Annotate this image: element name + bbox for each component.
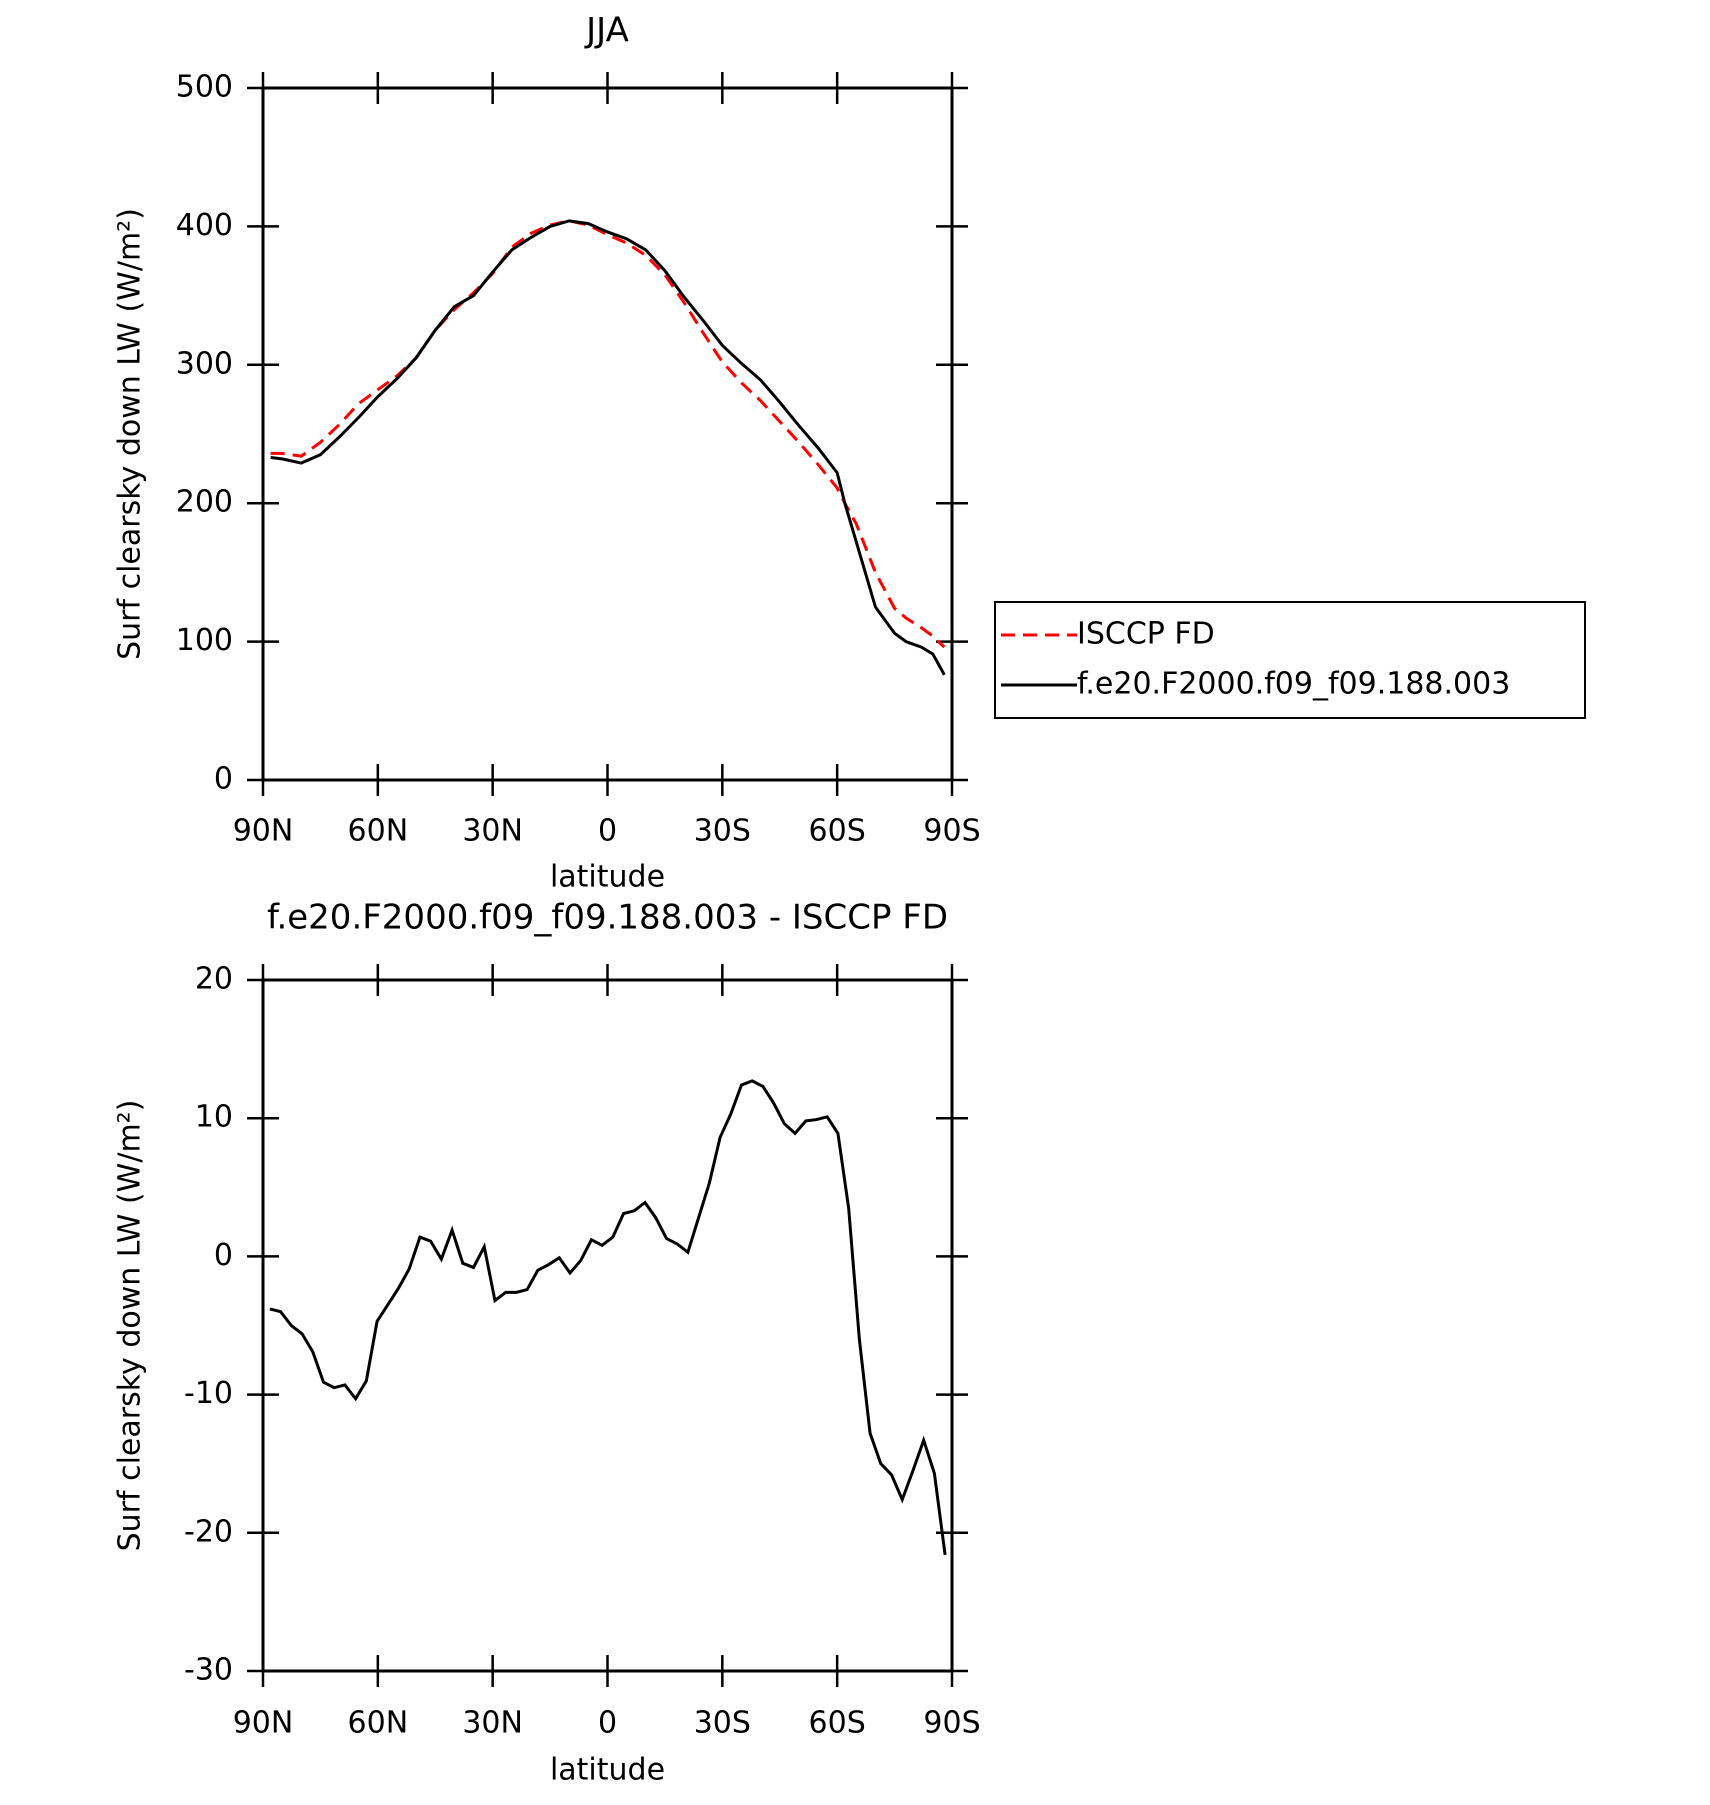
x-tick-label: 60S <box>809 1706 866 1741</box>
x-tick-label: 30N <box>462 1706 523 1741</box>
x-tick-label: 0 <box>598 1706 617 1741</box>
y-tick-label: 200 <box>176 485 233 520</box>
y-tick-label: 0 <box>214 1238 233 1273</box>
x-tick-label: 30S <box>694 1706 751 1741</box>
legend-label: f.e20.F2000.f09_f09.188.003 <box>1077 667 1510 702</box>
y-tick-label: 500 <box>176 70 233 105</box>
x-axis-label: latitude <box>550 1753 665 1788</box>
data-line <box>270 219 946 649</box>
chart-title: JJA <box>584 11 629 51</box>
y-axis-label: Surf clearsky down LW (W/m²) <box>113 208 148 660</box>
x-tick-label: 30S <box>694 814 751 849</box>
y-axis-label: Surf clearsky down LW (W/m²) <box>113 1100 148 1552</box>
y-tick-label: -20 <box>184 1514 233 1549</box>
y-tick-label: 10 <box>195 1100 233 1135</box>
y-tick-label: 20 <box>195 962 233 997</box>
legend-box <box>994 601 1586 719</box>
data-line <box>269 1079 947 1556</box>
y-tick-label: 100 <box>176 623 233 658</box>
plot-frame <box>261 86 954 782</box>
y-tick-label: -30 <box>184 1653 233 1688</box>
x-tick-label: 90N <box>233 814 294 849</box>
x-tick-label: 0 <box>598 814 617 849</box>
legend-label: ISCCP FD <box>1077 617 1215 652</box>
chart-title: f.e20.F2000.f09_f09.188.003 - ISCCP FD <box>267 898 948 938</box>
plot-frame <box>261 978 954 1673</box>
y-tick-label: 0 <box>214 762 233 797</box>
x-tick-label: 60N <box>348 814 409 849</box>
y-tick-label: -10 <box>184 1376 233 1411</box>
x-tick-label: 60N <box>348 1706 409 1741</box>
x-tick-label: 90N <box>233 1706 294 1741</box>
x-tick-label: 60S <box>809 814 866 849</box>
x-axis-label: latitude <box>550 860 665 895</box>
data-line <box>270 219 946 676</box>
x-tick-label: 30N <box>462 814 523 849</box>
x-tick-label: 90S <box>923 814 980 849</box>
y-tick-label: 400 <box>176 208 233 243</box>
x-tick-label: 90S <box>923 1706 980 1741</box>
y-tick-label: 300 <box>176 346 233 381</box>
